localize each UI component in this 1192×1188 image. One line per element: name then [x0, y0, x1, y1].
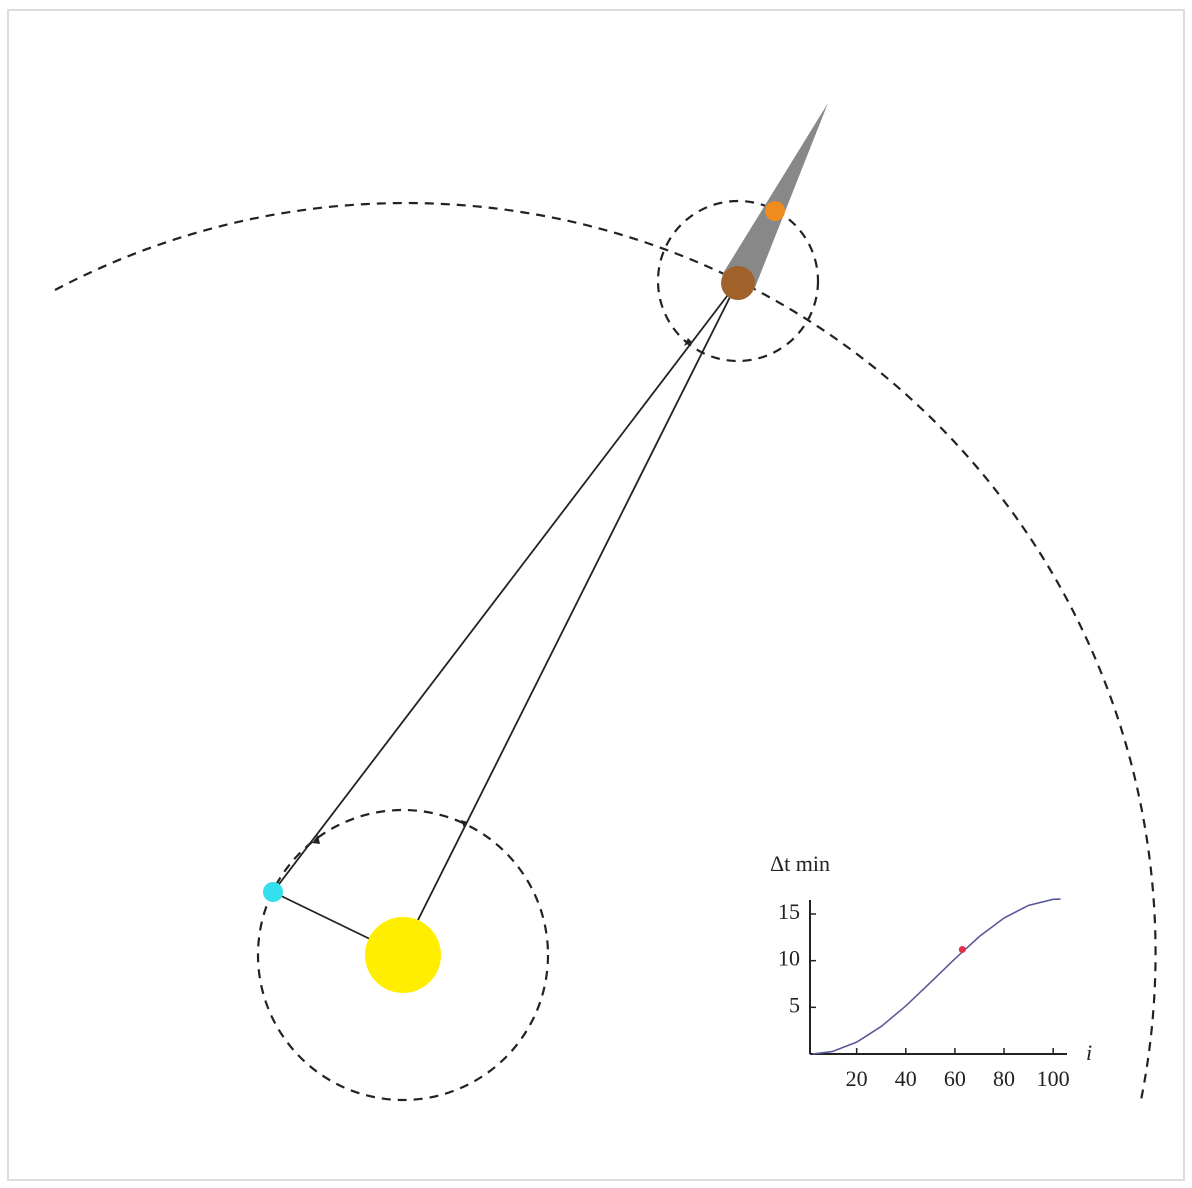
frame — [8, 10, 1184, 1180]
y-tick-label: 15 — [778, 899, 800, 924]
moon — [765, 201, 785, 221]
x-axis-label: i — [1086, 1040, 1092, 1065]
y-tick-label: 10 — [778, 946, 800, 971]
y-axis-label: Δt min — [770, 851, 830, 876]
highlight-point — [959, 946, 966, 953]
x-tick-label: 80 — [993, 1066, 1015, 1091]
x-tick-label: 40 — [895, 1066, 917, 1091]
page: Δt min i 2040608010051015 (() => { const… — [0, 0, 1192, 1188]
x-tick-label: 100 — [1037, 1066, 1070, 1091]
x-tick-label: 20 — [846, 1066, 868, 1091]
planet — [721, 266, 755, 300]
diagram: Δt min i 20 40 60 80 100 5 10 15 — [0, 0, 1192, 1188]
earth — [263, 882, 283, 902]
sun — [365, 917, 441, 993]
y-tick-label: 5 — [789, 992, 800, 1017]
x-tick-label: 60 — [944, 1066, 966, 1091]
